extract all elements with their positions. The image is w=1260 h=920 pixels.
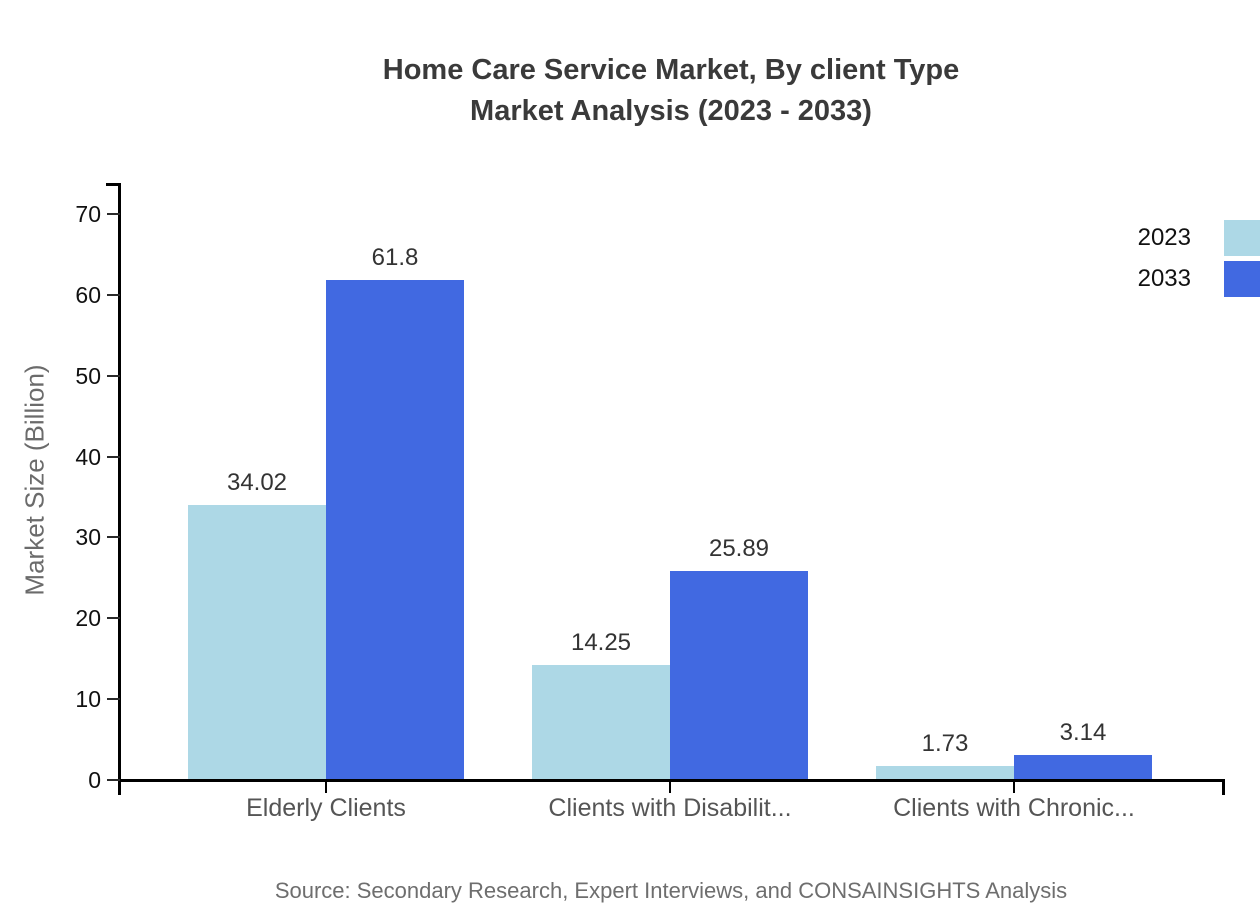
y-axis-top-cap [106, 183, 120, 186]
x-tick [1013, 779, 1015, 793]
y-tick [107, 455, 120, 458]
legend-swatch-2033 [1224, 261, 1260, 297]
x-axis-end-cap [1222, 779, 1225, 795]
bar-value-label-2023-1: 14.25 [570, 628, 632, 656]
legend-label-2023: 2023 [1137, 224, 1191, 251]
y-tick-label: 40 [75, 443, 101, 470]
y-tick [107, 374, 120, 377]
x-tick [669, 779, 671, 793]
source-note: Source: Secondary Research, Expert Inter… [274, 878, 1068, 903]
y-tick [107, 698, 120, 701]
bar-2033-1 [670, 570, 808, 780]
bar-value-label-2033-0: 61.8 [371, 244, 419, 272]
y-tick-label: 0 [88, 767, 101, 793]
y-tick [107, 779, 120, 781]
bar-2023-1 [532, 664, 670, 780]
x-tick [325, 779, 327, 793]
y-tick-label: 30 [75, 524, 101, 551]
chart-title-line2: Market Analysis (2023 - 2033) [470, 95, 872, 127]
bar-value-label-2023-0: 34.02 [226, 468, 288, 496]
y-tick-label: 60 [75, 281, 101, 308]
chart-title: Home Care Service Market, By client Type… [120, 50, 1222, 132]
x-category-label-1: Clients with Disabilit... [548, 794, 792, 822]
bar-2033-0 [326, 280, 464, 780]
chart-title-line1: Home Care Service Market, By client Type [382, 54, 960, 86]
y-tick [107, 213, 120, 215]
x-axis-line [118, 779, 1225, 782]
y-axis-title: Market Size (Billion) [19, 364, 50, 596]
x-category-label-2: Clients with Chronic... [893, 794, 1135, 822]
x-category-label-0: Elderly Clients [246, 794, 406, 822]
legend-swatch-2023 [1224, 220, 1260, 256]
y-tick [107, 617, 120, 620]
bar-2033-2 [1014, 754, 1152, 780]
bar-2023-0 [188, 504, 326, 780]
y-tick [107, 293, 120, 296]
bar-value-label-2033-1: 25.89 [708, 534, 770, 562]
y-tick-label: 70 [75, 201, 101, 227]
legend-item-2023: 2023 [1138, 220, 1260, 256]
legend: 2023 2033 [1138, 220, 1260, 297]
y-tick-label: 20 [75, 605, 101, 632]
bar-value-label-2033-2: 3.14 [1059, 718, 1107, 746]
y-tick [107, 536, 120, 539]
y-tick-label: 50 [75, 362, 101, 389]
legend-item-2033: 2033 [1138, 261, 1260, 297]
bar-value-label-2023-2: 1.73 [921, 730, 969, 757]
y-tick-label: 10 [75, 686, 101, 713]
y-axis-line [118, 183, 121, 795]
legend-label-2033: 2033 [1137, 265, 1191, 292]
bar-2023-2 [876, 766, 1014, 780]
